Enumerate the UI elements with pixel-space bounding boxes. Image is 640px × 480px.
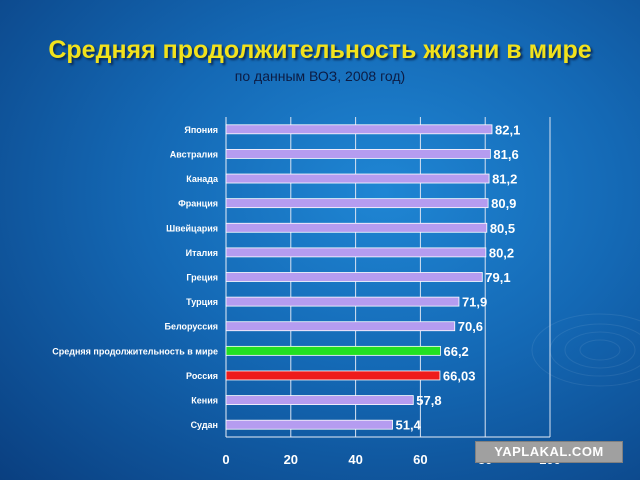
category-label: Канада: [186, 174, 219, 184]
bar: [225, 370, 441, 381]
chart-title: Средняя продолжительность жизни в мире: [48, 36, 592, 64]
data-label: 79,1: [485, 270, 510, 285]
data-label: 82,1: [495, 122, 520, 137]
category-label: Кения: [191, 396, 218, 406]
bar: [225, 395, 414, 405]
category-label: Австралия: [170, 149, 218, 159]
bar: [225, 247, 487, 258]
data-label: 66,03: [443, 368, 476, 383]
watermark: YAPLAKAL.COM: [475, 441, 623, 463]
data-label: 81,2: [492, 172, 517, 187]
bar: [225, 345, 441, 356]
bar: [225, 296, 460, 307]
x-tick-label: 40: [348, 452, 362, 467]
category-label: Греция: [186, 273, 218, 283]
category-label: Средняя продолжительность в мире: [52, 346, 218, 356]
data-label: 80,5: [490, 221, 515, 236]
category-label: Швейцария: [166, 223, 218, 233]
bar: [225, 198, 489, 209]
data-label: 71,9: [462, 295, 487, 310]
data-label: 57,8: [416, 393, 441, 408]
x-tick-label: 60: [413, 452, 427, 467]
x-tick-label: 0: [222, 452, 229, 467]
data-label: 66,2: [443, 344, 468, 359]
bar: [225, 272, 483, 282]
bar: [225, 124, 493, 135]
bar: [225, 321, 456, 332]
category-label: Турция: [186, 297, 218, 307]
category-label: Япония: [184, 125, 218, 135]
x-tick-label: 20: [284, 452, 298, 467]
category-label: Франция: [178, 199, 218, 209]
bar: [225, 149, 491, 159]
bar: [225, 419, 393, 430]
data-label: 80,2: [489, 245, 514, 260]
data-label: 51,4: [396, 418, 422, 433]
category-label: Россия: [186, 371, 218, 381]
bar: [225, 222, 488, 233]
category-label: Судан: [191, 420, 218, 430]
data-label: 81,6: [493, 147, 518, 162]
category-label: Италия: [186, 248, 218, 258]
data-label: 70,6: [458, 319, 483, 334]
chart-subtitle: по данным ВОЗ, 2008 год): [234, 68, 406, 84]
data-label: 80,9: [491, 196, 516, 211]
bar: [225, 173, 490, 184]
category-label: Белоруссия: [164, 322, 218, 332]
